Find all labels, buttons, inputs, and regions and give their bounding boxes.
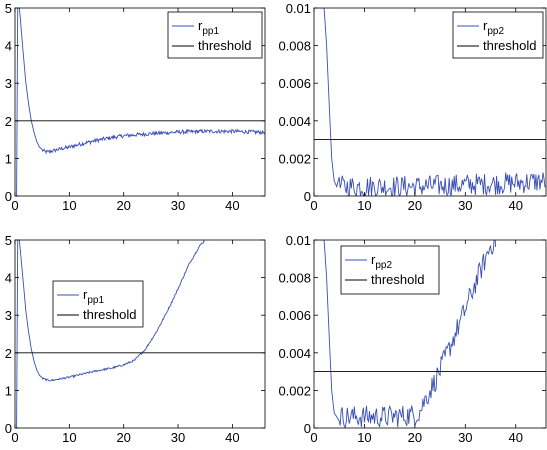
- axes-frame: [313, 239, 547, 429]
- x-tick-label: 30: [171, 430, 185, 445]
- y-tick-label: 0.01: [286, 1, 311, 16]
- subplot-bottom-right: 0 10 20 30 40 0 0.002 0.004 0.006 0.008 0.01 rpp2th…: [278, 233, 547, 445]
- x-tick-label: 20: [116, 430, 130, 445]
- y-tick-label: 1: [5, 383, 12, 398]
- y-tick-label: 5: [5, 1, 12, 16]
- y-tick-label: 5: [5, 233, 12, 248]
- x-tick-label: 20: [116, 198, 130, 213]
- y-tick-label: 1: [5, 151, 12, 166]
- legend-main-text: r: [371, 252, 376, 267]
- legend-box: [52, 280, 144, 328]
- y-tick-label: 0.008: [278, 271, 311, 286]
- y-tick-label: 4: [5, 271, 12, 286]
- x-tick-label: 40: [509, 430, 523, 445]
- x-tick-label: 10: [357, 198, 371, 213]
- x-tick-label: 40: [225, 430, 239, 445]
- legend-box: [452, 11, 544, 59]
- axes-frame: [14, 7, 266, 197]
- x-tick-label: 30: [171, 198, 185, 213]
- axes-frame: [14, 239, 266, 429]
- y-tick-label: 0.002: [278, 383, 311, 398]
- x-tick-label: 0: [11, 430, 18, 445]
- axes-frame: [313, 7, 547, 197]
- x-tick-label: 40: [225, 198, 239, 213]
- y-tick-label: 3: [5, 76, 12, 91]
- y-tick-label: 2: [5, 114, 12, 129]
- series-line-pp1: [16, 8, 265, 196]
- x-tick-label: 20: [408, 198, 422, 213]
- y-tick-label: 0: [304, 421, 311, 436]
- y-tick-label: 0: [5, 421, 12, 436]
- x-tick-label: 30: [458, 430, 472, 445]
- legend-entry: rpp2: [483, 18, 504, 37]
- y-tick-label: 0.01: [286, 233, 311, 248]
- legend-entry: threshold: [371, 272, 424, 287]
- y-tick-label: 0.004: [278, 346, 311, 361]
- y-tick-label: 0: [5, 189, 12, 204]
- x-tick-label: 30: [458, 198, 472, 213]
- subplot-top-right: 0 10 20 30 40 0 0.002 0.004 0.006 0.008 0.01 rpp2th…: [278, 1, 547, 213]
- x-tick-label: 0: [310, 198, 317, 213]
- x-tick-label: 40: [509, 198, 523, 213]
- y-tick-label: 0: [304, 189, 311, 204]
- y-tick-label: 0.002: [278, 151, 311, 166]
- y-tick-label: 4: [5, 39, 12, 54]
- series-line-pp2: [319, 8, 546, 196]
- y-tick-label: 0.008: [278, 39, 311, 54]
- x-tick-label: 0: [11, 198, 18, 213]
- y-tick-label: 0.006: [278, 76, 311, 91]
- legend-subscript: pp2: [375, 260, 392, 271]
- series-line-pp1: [16, 240, 205, 428]
- legend-box: [340, 245, 440, 295]
- x-tick-label: 10: [62, 198, 76, 213]
- y-tick-label: 0.006: [278, 308, 311, 323]
- legend-subscript: pp1: [87, 295, 104, 306]
- legend-entry: rpp1: [198, 18, 219, 37]
- legend-main-text: r: [83, 287, 88, 302]
- legend-main-text: r: [198, 18, 203, 33]
- x-tick-label: 10: [357, 430, 371, 445]
- y-tick-label: 3: [5, 308, 12, 323]
- legend-entry: rpp2: [371, 252, 392, 271]
- legend-entry: threshold: [483, 38, 536, 53]
- series-line-pp2: [319, 240, 497, 428]
- x-tick-label: 10: [62, 430, 76, 445]
- legend-entry: threshold: [83, 307, 136, 322]
- x-tick-label: 0: [310, 430, 317, 445]
- legend-subscript: pp1: [202, 26, 219, 37]
- y-tick-label: 2: [5, 346, 12, 361]
- legend-entry: threshold: [198, 38, 251, 53]
- legend-entry: rpp1: [83, 287, 104, 306]
- legend-main-text: r: [483, 18, 488, 33]
- x-tick-label: 20: [408, 430, 422, 445]
- legend-box: [167, 11, 263, 59]
- y-tick-label: 0.004: [278, 114, 311, 129]
- legend-subscript: pp2: [487, 26, 504, 37]
